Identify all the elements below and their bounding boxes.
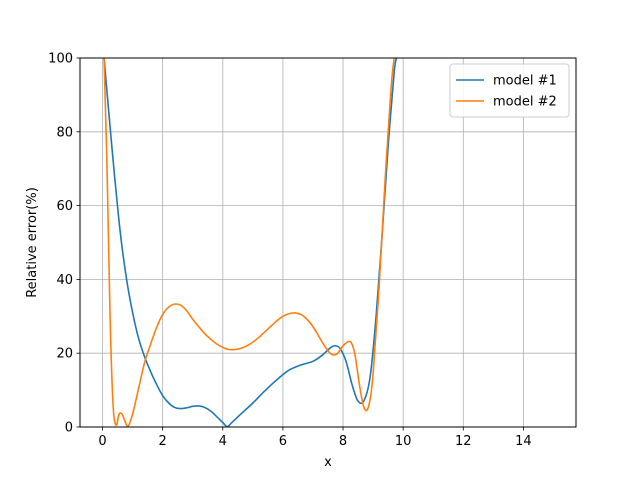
x-tick-label: 2 [159,434,167,449]
series-layer [103,58,398,427]
legend-box [449,63,570,118]
x-tick-label: 8 [339,434,347,449]
y-tick-label: 100 [48,52,73,67]
x-tick-label: 0 [98,434,106,449]
y-tick-label: 20 [56,347,73,362]
x-tick-label: 12 [455,434,472,449]
y-axis-label: Relative error(%) [25,187,40,298]
legend-label: model #2 [493,95,557,110]
legend-label: model #1 [493,74,557,89]
y-tick-label: 40 [56,273,73,288]
x-axis-label: x [324,455,332,470]
y-tick-label: 0 [65,421,73,436]
x-tick-label: 4 [219,434,227,449]
x-tick-label: 6 [279,434,287,449]
y-tick-label: 60 [56,199,73,214]
y-tick-label: 80 [56,125,73,140]
ticks: 0 2 4 6 8 10 12 14 0 20 40 60 80 100 [48,52,531,450]
series-line-2 [103,58,395,427]
x-tick-label: 10 [395,434,412,449]
x-tick-label: 14 [515,434,532,449]
axes-frame [79,57,577,428]
legend: model #1 model #2 [449,63,570,118]
